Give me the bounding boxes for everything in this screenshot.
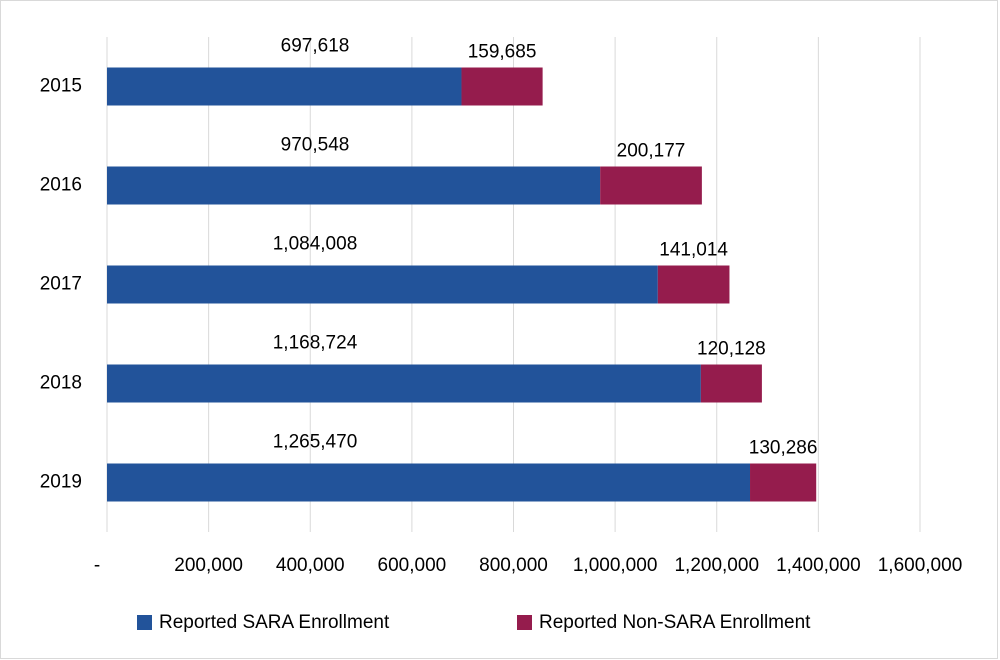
x-tick-label: 1,400,000 <box>776 555 861 576</box>
data-label: 697,618 <box>281 36 350 57</box>
legend-swatch <box>137 615 152 630</box>
bar-segment <box>657 265 730 304</box>
y-tick-label: 2016 <box>40 175 82 196</box>
data-label: 141,014 <box>659 240 728 261</box>
data-label: 200,177 <box>617 141 686 162</box>
bar-segment <box>750 463 817 502</box>
bar-segment <box>600 166 702 205</box>
x-tick-label: 1,000,000 <box>573 555 658 576</box>
legend-swatch <box>517 615 532 630</box>
x-tick-label: 600,000 <box>378 555 447 576</box>
bar-segment <box>461 67 543 106</box>
data-label: 1,084,008 <box>273 234 358 255</box>
data-label: 1,265,470 <box>273 432 358 453</box>
x-tick-label: 200,000 <box>174 555 243 576</box>
data-label: 120,128 <box>697 339 766 360</box>
x-tick-label: 400,000 <box>276 555 345 576</box>
y-tick-label: 2019 <box>40 472 82 493</box>
x-tick-label: 800,000 <box>479 555 548 576</box>
data-label: 130,286 <box>749 438 818 459</box>
data-label: 970,548 <box>281 135 350 156</box>
bar-segment <box>107 364 701 403</box>
bar-segment <box>107 166 601 205</box>
data-label: 1,168,724 <box>273 333 358 354</box>
x-tick-label: - <box>94 555 100 576</box>
bar-segment <box>107 463 751 502</box>
x-tick-label: 1,600,000 <box>878 555 963 576</box>
x-tick-label: 1,200,000 <box>674 555 759 576</box>
bar-segment <box>107 67 462 106</box>
bar-segment <box>107 265 658 304</box>
bar-segment <box>700 364 762 403</box>
y-tick-label: 2015 <box>40 76 82 97</box>
y-tick-label: 2017 <box>40 274 82 295</box>
legend-label: Reported SARA Enrollment <box>159 612 390 633</box>
legend-label: Reported Non-SARA Enrollment <box>539 612 811 633</box>
y-tick-label: 2018 <box>40 373 82 394</box>
data-label: 159,685 <box>468 42 537 63</box>
